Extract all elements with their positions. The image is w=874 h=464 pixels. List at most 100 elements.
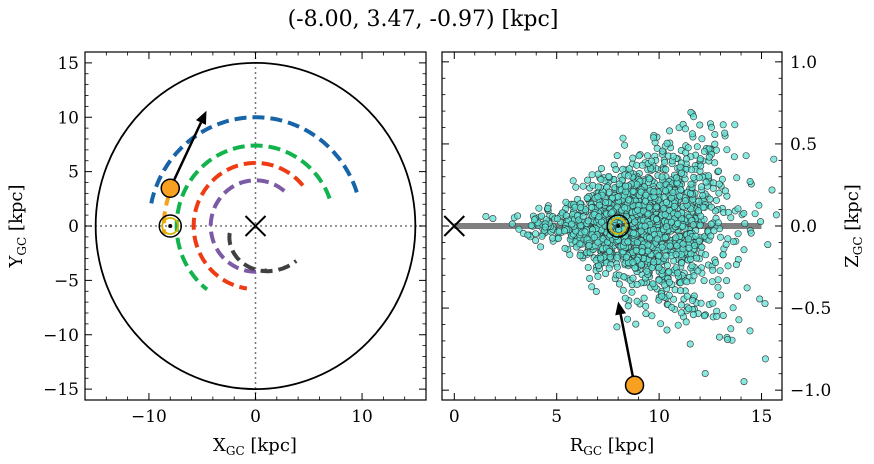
scatter-point [576,240,584,248]
scatter-point [553,215,561,223]
sun-center-dot [168,224,173,228]
scatter-point [686,190,694,198]
scatter-point [637,227,645,235]
scatter-point [719,251,727,259]
scatter-point [669,152,677,160]
scatter-point [613,254,621,262]
right-velocity-arrow [615,301,636,386]
scatter-point [482,213,490,221]
scatter-point [624,238,632,246]
scatter-point [663,326,671,334]
scatter-point [661,233,669,241]
scatter-point [613,323,621,331]
scatter-point [588,171,596,179]
scatter-point [628,288,636,296]
scatter-point [721,129,729,137]
scatter-point [674,211,682,219]
left-panel: −10 0 10 −15 −10 −5 0 5 10 15 XGC [kpc] YGC [kpc] [6,51,427,458]
scatter-point [538,232,546,240]
scatter-point [489,215,497,223]
scatter-point [532,230,540,238]
scatter-point [629,188,637,196]
x-tick-label: −10 [131,407,167,427]
scatter-point [705,153,713,161]
scatter-point [764,241,772,249]
scatter-point [727,325,735,333]
scatter-point [683,278,691,286]
scatter-point [621,204,629,212]
right-plot-area [443,108,780,395]
r-y-tick-label: −1.0 [790,381,831,401]
scatter-point [746,178,754,186]
scatter-point [662,166,670,174]
scatter-point [706,195,714,203]
scatter-point [674,269,682,277]
scatter-point [621,294,629,302]
scatter-point [613,152,621,160]
scatter-point [696,221,704,229]
scatter-point [669,189,677,197]
scatter-point [633,297,641,305]
scatter-point [535,204,543,212]
scatter-point [696,155,704,163]
sun-center-dot-right [616,224,621,228]
scatter-point [709,266,717,274]
scatter-point [667,218,675,226]
scatter-point [653,235,661,243]
scatter-point [622,182,630,190]
scatter-point [768,186,776,194]
scatter-point [632,246,640,254]
scatter-point [681,197,689,205]
scatter-point [560,227,568,235]
scatter-point [541,223,549,231]
x-tick-label: 10 [351,407,373,427]
scatter-point [713,312,721,320]
spiral-arm-blue [149,115,359,204]
scatter-point [688,296,696,304]
scatter-point [597,165,605,173]
scatter-point [712,196,720,204]
scatter-point [684,235,692,243]
scatter-point [592,287,600,295]
scatter-point [595,201,603,209]
r-y-tick-label: 0.5 [790,135,817,155]
left-plot-area [85,52,426,400]
scatter-point [716,267,724,275]
scatter-point [650,134,658,142]
scatter-point [614,193,622,201]
y-tick-label: 5 [68,163,79,183]
scatter-point [621,141,629,149]
scatter-point [697,183,705,191]
scatter-point [698,135,706,143]
scatter-point [633,161,641,169]
scatter-point [674,219,682,227]
x-tick-label: 0 [250,407,261,427]
scatter-point [658,243,666,251]
scatter-point [620,273,628,281]
scatter-point [585,242,593,250]
scatter-point [579,213,587,221]
y-tick-label: 0 [68,217,79,237]
spiral-arm-gold [161,193,172,235]
scatter-point [624,315,632,323]
scatter-point [624,302,632,310]
scatter-point [576,252,584,260]
left-ticks: −10 0 10 −15 −10 −5 0 5 10 15 [43,51,427,427]
scatter-point [641,222,649,230]
star-marker-right [624,375,645,395]
scatter-point [549,234,557,242]
scatter-point [594,183,602,191]
scatter-point [707,203,715,211]
scatter-point [702,251,710,259]
scatter-point [666,242,674,250]
scatter-point [715,180,723,188]
scatter-point [538,212,546,220]
scatter-point [648,264,656,272]
scatter-point [721,187,729,195]
scatter-point [657,320,665,328]
r-y-tick-label: 1.0 [790,53,817,73]
scatter-point [677,309,685,317]
scatter-point [648,312,656,320]
scatter-point [677,169,685,177]
